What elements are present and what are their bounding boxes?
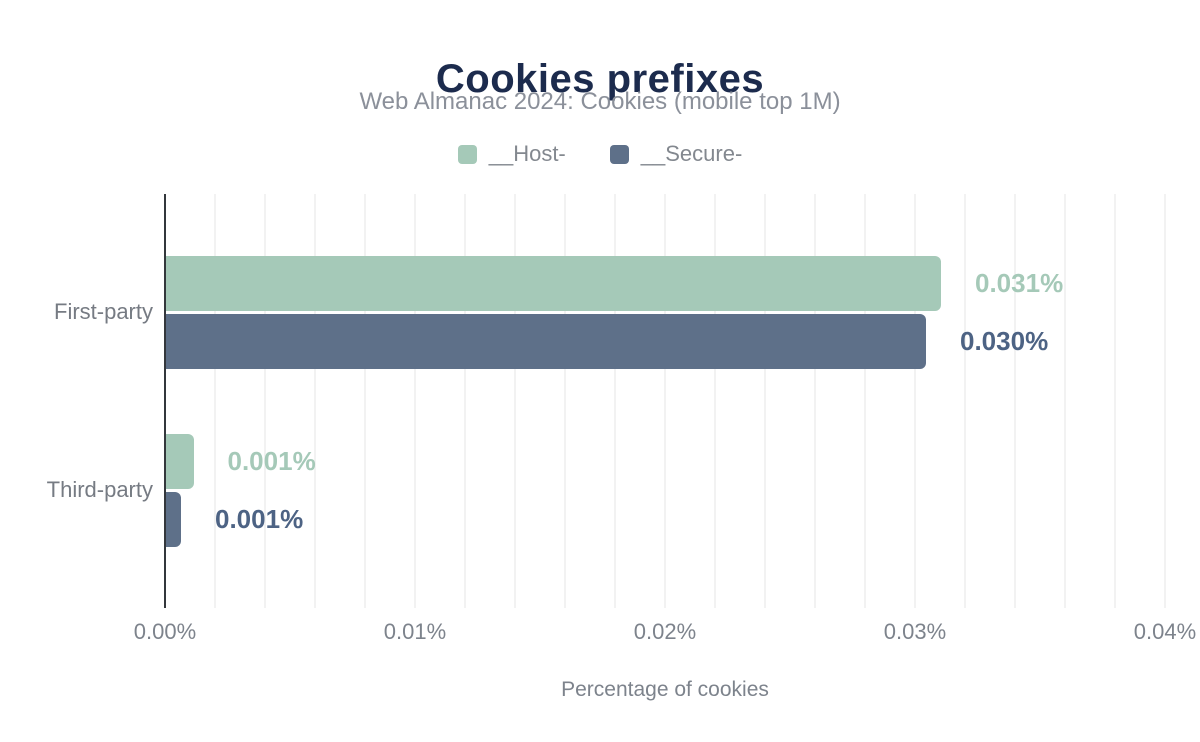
plot-area: 0.031% 0.030% 0.001% 0.001% xyxy=(165,194,1166,608)
bar-first-party-host[interactable] xyxy=(166,255,941,311)
chart-title: Cookies prefixes xyxy=(435,56,765,101)
gridline xyxy=(664,194,666,608)
bar-first-party-secure[interactable] xyxy=(166,313,926,369)
x-tick-label: 0.04% xyxy=(1133,619,1197,644)
legend-swatch-host-icon xyxy=(457,144,477,164)
gridline xyxy=(764,194,766,608)
x-tick-label: 0.01% xyxy=(383,619,447,644)
gridline xyxy=(1164,194,1166,608)
gridline xyxy=(464,194,466,608)
chart-subtitle: Web Almanac 2024: Cookies (mobile top 1M… xyxy=(359,88,841,115)
gridline xyxy=(514,194,516,608)
gridline xyxy=(414,194,416,608)
gridline xyxy=(1114,194,1116,608)
category-label-third-party: Third-party xyxy=(46,477,153,502)
legend-swatch-secure-icon xyxy=(609,144,629,164)
legend-label-secure: __Secure- xyxy=(640,141,743,166)
x-axis-title: Percentage of cookies xyxy=(561,678,769,701)
legend-item-host[interactable]: __Host- xyxy=(457,141,566,167)
value-label-third-party-secure: 0.001% xyxy=(215,504,304,534)
gridline xyxy=(314,194,316,608)
legend-item-secure[interactable]: __Secure- xyxy=(609,141,743,167)
value-label-first-party-host: 0.031% xyxy=(975,268,1064,298)
gridline xyxy=(614,194,616,608)
gridline xyxy=(1014,194,1016,608)
x-tick-label: 0.03% xyxy=(883,619,947,644)
value-label-third-party-host: 0.001% xyxy=(227,446,316,476)
y-axis-line xyxy=(164,194,166,608)
gridline xyxy=(964,194,966,608)
legend-label-host: __Host- xyxy=(488,141,566,166)
gridline xyxy=(214,194,216,608)
gridline xyxy=(714,194,716,608)
gridline xyxy=(564,194,566,608)
legend: __Host- __Secure- xyxy=(0,141,1200,167)
gridline xyxy=(1064,194,1066,608)
x-tick-label: 0.02% xyxy=(633,619,697,644)
value-label-first-party-secure: 0.030% xyxy=(960,326,1049,356)
category-label-first-party: First-party xyxy=(54,299,153,324)
gridline xyxy=(864,194,866,608)
bar-third-party-host[interactable] xyxy=(166,433,194,489)
gridline xyxy=(914,194,916,608)
gridline xyxy=(264,194,266,608)
gridline xyxy=(814,194,816,608)
bar-third-party-secure[interactable] xyxy=(166,491,181,547)
x-tick-label: 0.00% xyxy=(133,619,197,644)
gridline xyxy=(364,194,366,608)
